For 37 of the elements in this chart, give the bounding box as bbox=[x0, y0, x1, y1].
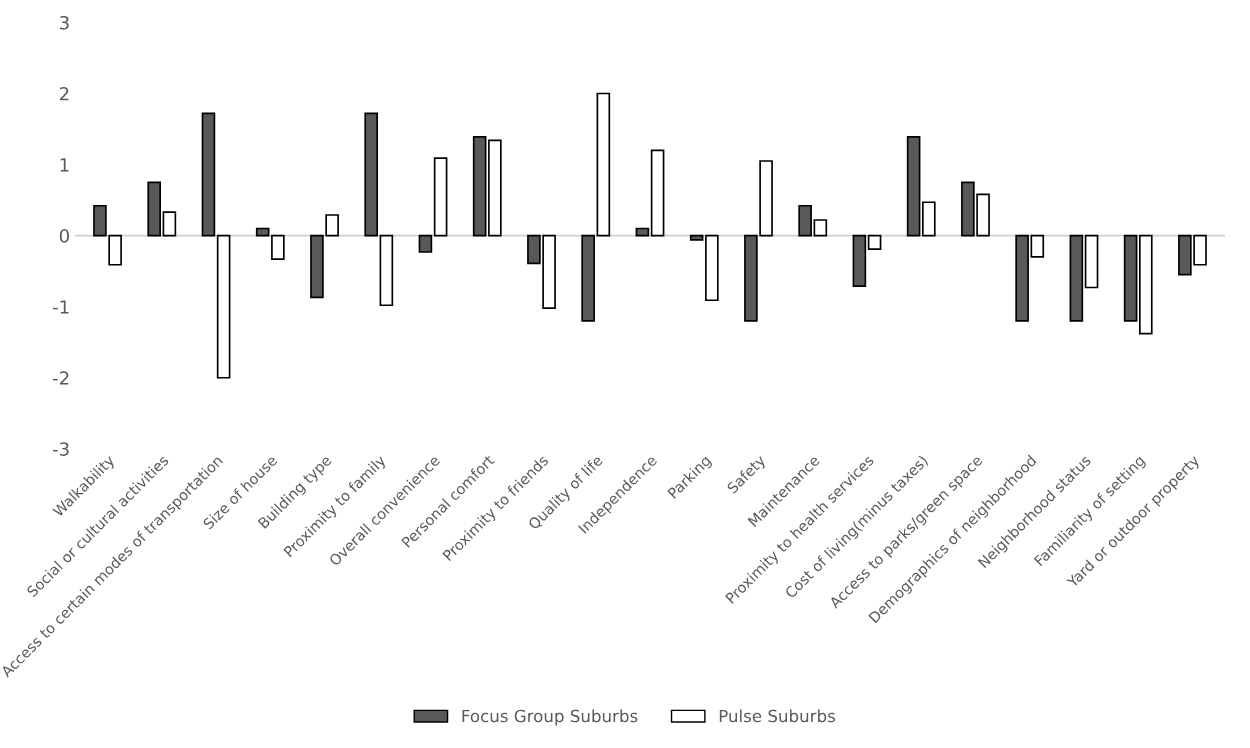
bar bbox=[1069, 234, 1084, 322]
bar bbox=[162, 211, 177, 237]
bar bbox=[798, 204, 812, 237]
legend-label: Focus Group Suburbs bbox=[462, 709, 638, 726]
bar bbox=[1138, 234, 1153, 335]
bar bbox=[689, 234, 704, 241]
y-tick-label: -1 bbox=[53, 300, 69, 314]
bar bbox=[1030, 234, 1045, 258]
y-tick-label: 3 bbox=[60, 15, 69, 30]
bar bbox=[271, 234, 285, 260]
bar bbox=[867, 234, 882, 250]
bar bbox=[581, 234, 595, 322]
bar bbox=[1015, 234, 1029, 322]
bar bbox=[201, 112, 216, 237]
bar bbox=[1123, 234, 1138, 322]
legend-label: Pulse Suburbs bbox=[719, 709, 835, 723]
bar bbox=[488, 139, 502, 237]
y-tick-label: 0 bbox=[59, 229, 69, 243]
y-tick-label: -2 bbox=[53, 371, 69, 385]
bar bbox=[147, 181, 162, 237]
bar bbox=[379, 234, 394, 307]
bar bbox=[813, 219, 828, 237]
bar bbox=[596, 92, 611, 237]
bar bbox=[922, 201, 936, 237]
bar bbox=[472, 136, 487, 237]
bar bbox=[364, 112, 378, 237]
y-tick-label: -3 bbox=[53, 442, 69, 456]
bar bbox=[852, 234, 867, 287]
bar bbox=[418, 234, 433, 253]
bar bbox=[433, 157, 448, 237]
bar bbox=[1084, 234, 1099, 289]
bar bbox=[906, 136, 921, 237]
y-tick-label: 2 bbox=[59, 86, 69, 101]
bar bbox=[216, 234, 231, 379]
bar bbox=[650, 149, 665, 237]
y-tick-label: 1 bbox=[60, 158, 69, 172]
bar bbox=[705, 234, 719, 302]
